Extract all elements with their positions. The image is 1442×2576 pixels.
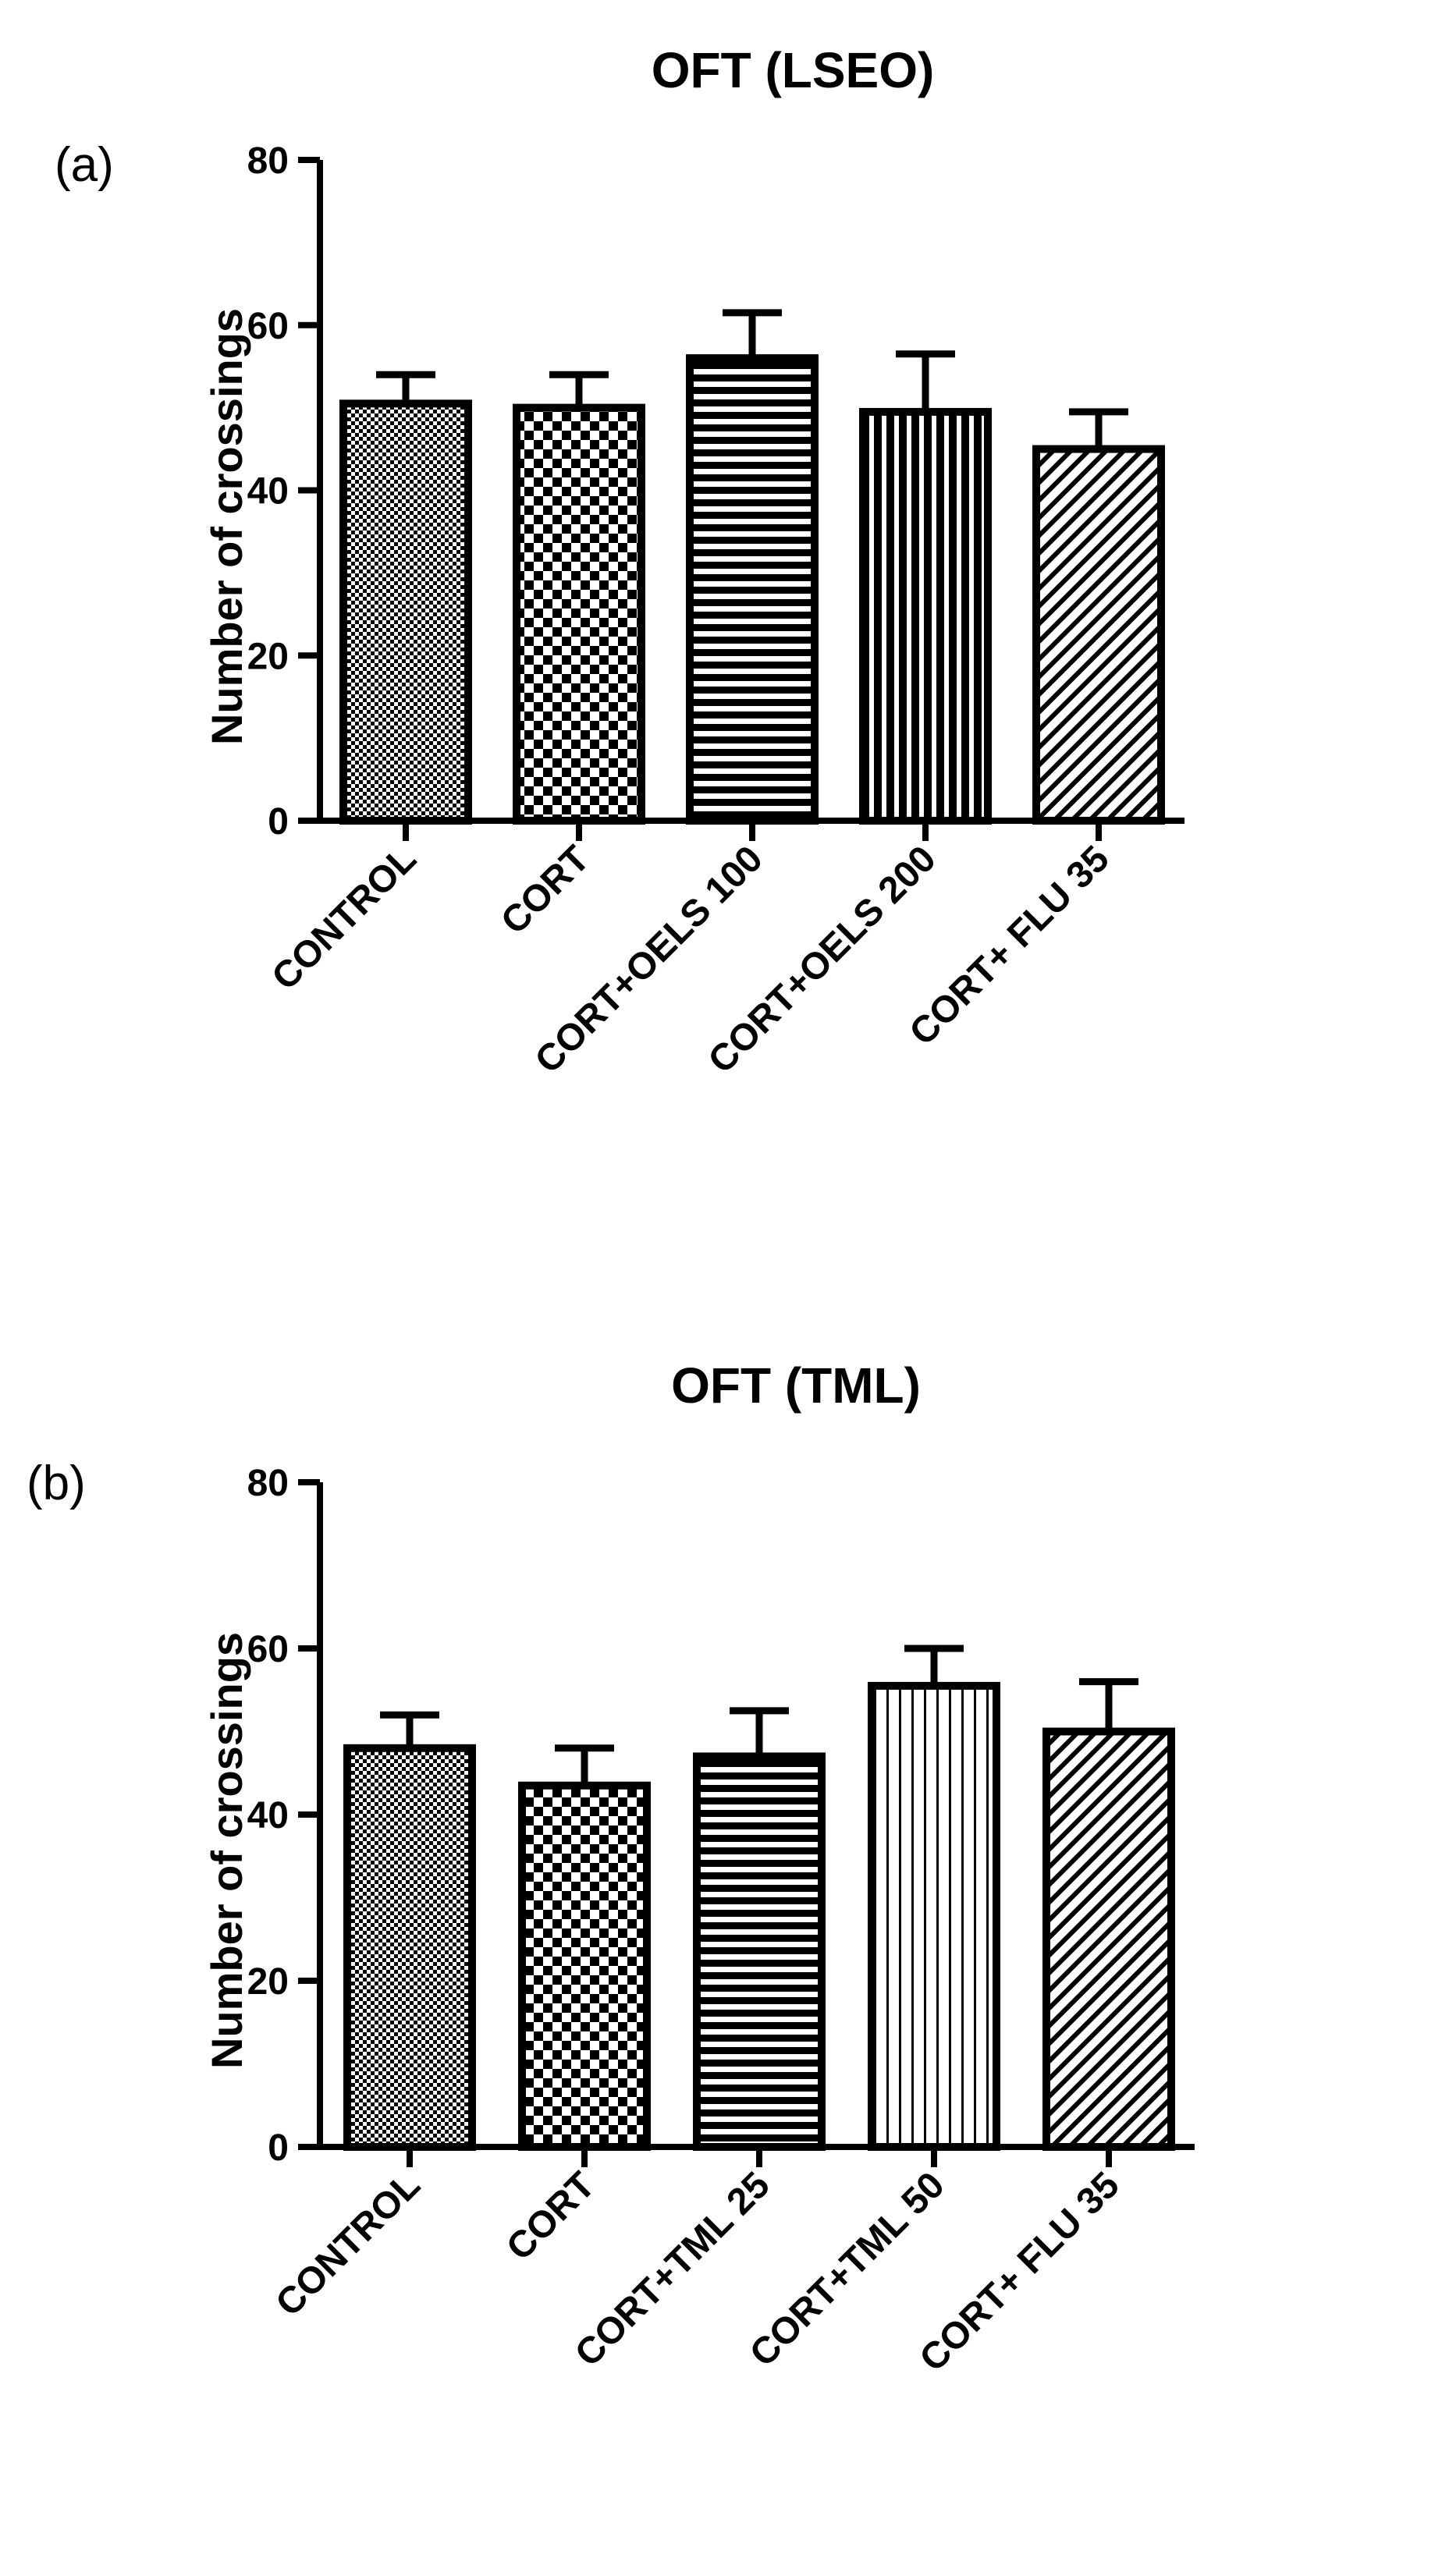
bar	[859, 407, 992, 825]
chart-title: OFT (LSEO)	[652, 42, 935, 98]
chart-title: OFT (TML)	[671, 1357, 921, 1414]
x-tick-label: CONTROL	[268, 2164, 428, 2324]
bar	[513, 403, 645, 825]
bar	[868, 1681, 1000, 2152]
y-tick-label: 80	[247, 1463, 289, 1504]
y-tick-label: 60	[247, 306, 289, 347]
y-axis-label: Number of crossings	[202, 1632, 251, 2069]
bar	[1042, 1727, 1175, 2151]
x-tick-label: CONTROL	[264, 838, 424, 998]
x-tick-label: CORT	[499, 2164, 603, 2269]
y-tick-label: 60	[247, 1629, 289, 1670]
bar	[1032, 445, 1165, 825]
y-tick-label: 80	[247, 140, 289, 182]
chart-panel-a: OFT (LSEO) (a) Number of crossings 0 20 40…	[55, 42, 1184, 1081]
bar	[343, 1744, 476, 2152]
bar	[693, 1752, 826, 2151]
y-tick-label: 20	[247, 636, 289, 677]
y-tick-label: 40	[247, 471, 289, 513]
panel-label: (a)	[55, 138, 114, 192]
y-tick-label: 20	[247, 1961, 289, 2003]
y-axis-label: Number of crossings	[202, 308, 251, 745]
panel-label: (b)	[27, 1457, 86, 1510]
y-tick-label: 0	[268, 2127, 289, 2169]
x-tick-label: CORT	[493, 838, 598, 942]
bar	[518, 1781, 651, 2152]
bar	[339, 399, 472, 825]
y-tick-label: 40	[247, 1795, 289, 1836]
chart-panel-b: OFT (TML) (b) Number of crossings 0 20 40 6…	[27, 1357, 1195, 2379]
bar	[686, 354, 819, 825]
y-tick-label: 0	[268, 801, 289, 843]
